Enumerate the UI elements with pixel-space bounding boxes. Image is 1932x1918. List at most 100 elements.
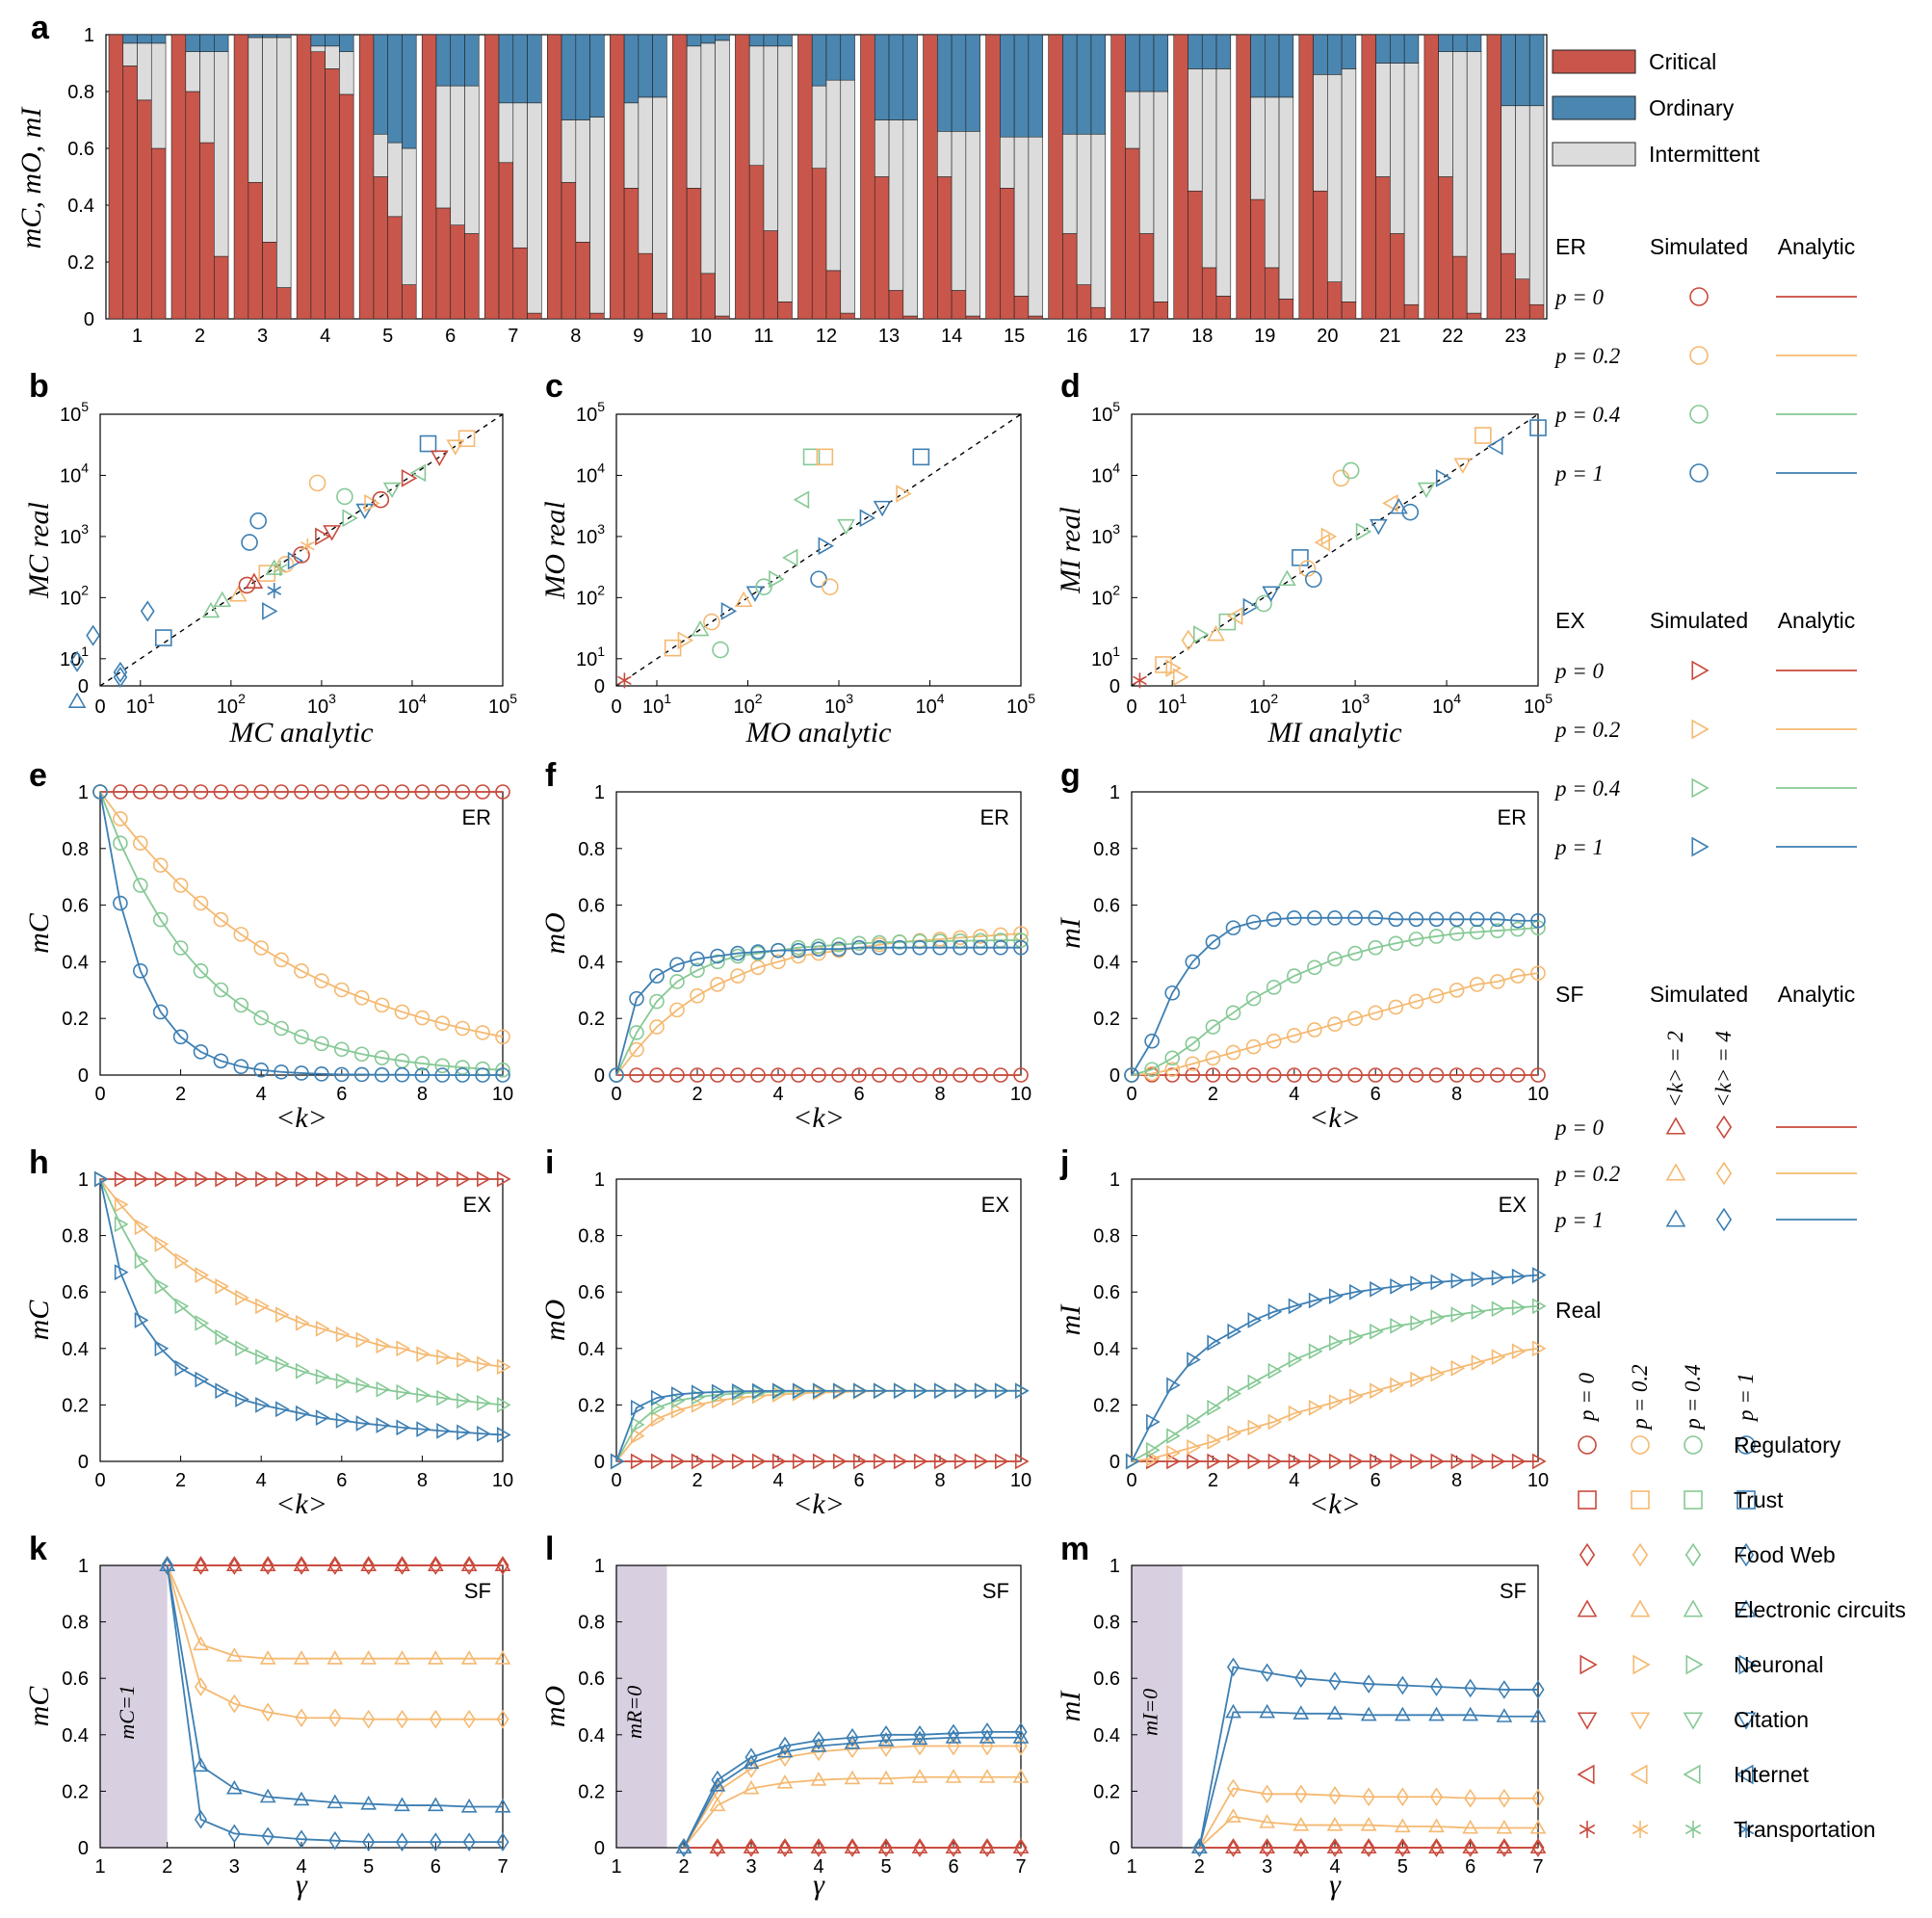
- right-triangle-marker: [255, 1298, 270, 1315]
- circle-marker: [314, 1036, 329, 1052]
- square-marker: [155, 629, 172, 646]
- bar-intermittent: [310, 45, 326, 52]
- bar-ordinary: [902, 34, 918, 120]
- bar-critical: [1110, 34, 1126, 320]
- bar-critical: [1515, 278, 1530, 320]
- right-triangle-marker: [416, 1421, 431, 1437]
- right-triangle-marker: [255, 1170, 270, 1188]
- circle-marker: [1327, 951, 1343, 967]
- circle-marker: [649, 993, 665, 1010]
- exponent: 2: [81, 582, 89, 597]
- left-triangle-marker: [1577, 1764, 1595, 1785]
- x-tick-label: 0: [611, 1084, 621, 1105]
- circle-marker: [669, 974, 685, 989]
- series-line: [166, 1564, 503, 1660]
- panel-tag: ER: [1497, 805, 1527, 829]
- x-tick-label: 102: [1249, 691, 1278, 718]
- right-triangle-marker: [235, 1170, 249, 1188]
- circle-marker: [609, 1067, 624, 1083]
- diamond-marker: [812, 1742, 825, 1762]
- right-triangle-marker: [396, 1383, 411, 1401]
- down-triangle-marker: [1417, 482, 1436, 499]
- triangle-marker: [460, 1798, 478, 1813]
- left-triangle-marker: [1736, 1764, 1754, 1785]
- triangle-marker: [1012, 1729, 1030, 1744]
- x-tick-label: 4: [772, 1084, 783, 1105]
- series-line: [683, 1775, 1021, 1849]
- circle-marker: [1327, 1016, 1343, 1032]
- y-tick-label: 0.8: [62, 1226, 89, 1248]
- down-triangle-marker: [382, 482, 402, 499]
- diamond-marker: [113, 661, 128, 683]
- bar-critical: [748, 165, 765, 320]
- bar-intermittent: [137, 42, 152, 101]
- circle-marker: [233, 997, 249, 1013]
- x-tick-label: 101: [642, 691, 671, 718]
- right-triangle-marker: [114, 1170, 129, 1188]
- circle-marker: [353, 1046, 370, 1063]
- bar-intermittent: [763, 45, 779, 231]
- circle-marker: [710, 948, 725, 964]
- diamond-marker: [496, 1556, 509, 1575]
- x-tick-label: 8: [1451, 1470, 1462, 1491]
- x-axis-label: <k>: [793, 1488, 845, 1520]
- diamond-marker: [1715, 1207, 1733, 1232]
- bar-intermittent: [464, 85, 480, 234]
- bar-ordinary: [1201, 34, 1217, 69]
- bar-ordinary: [185, 34, 200, 53]
- y-tick-label: 0: [1110, 676, 1120, 697]
- x-axis-label: MI analytic: [1266, 717, 1401, 749]
- y-tick-label: 104: [1091, 460, 1120, 486]
- circle-marker: [690, 951, 705, 967]
- exponent: 4: [1112, 460, 1120, 475]
- bar-critical: [763, 230, 779, 320]
- bar-critical: [1028, 315, 1043, 320]
- series-line: [1131, 916, 1538, 1076]
- right-triangle-marker: [1308, 1292, 1323, 1309]
- y-tick-label: 0.8: [1093, 839, 1120, 860]
- right-triangle-marker: [1410, 1275, 1425, 1292]
- y-tick-label: 0.6: [62, 1282, 89, 1303]
- circle-marker: [831, 936, 847, 953]
- panel-tag: SF: [464, 1579, 491, 1603]
- panel-letter-e: e: [29, 757, 47, 794]
- triangle-marker: [1665, 1163, 1686, 1181]
- right-triangle-marker: [1146, 1441, 1161, 1458]
- circle-marker: [750, 944, 766, 959]
- bar-critical: [185, 91, 200, 320]
- star-marker: [273, 561, 288, 577]
- right-triangle-marker: [913, 1382, 928, 1400]
- star-stroke: [300, 541, 315, 551]
- right-triangle-marker: [650, 1399, 666, 1416]
- circle-marker: [1287, 1067, 1302, 1083]
- right-triangle-marker: [1267, 1453, 1283, 1470]
- diamond-marker: [1294, 1784, 1308, 1804]
- bar-critical: [589, 312, 605, 320]
- diamond-marker: [1181, 629, 1196, 651]
- triangle-marker: [810, 1737, 827, 1752]
- triangle-marker: [1326, 1705, 1344, 1720]
- bar-critical: [840, 312, 855, 320]
- y-tick-label: 0: [1110, 1452, 1120, 1473]
- star-stroke: [1632, 1824, 1649, 1835]
- triangle-marker: [1736, 1599, 1757, 1617]
- x-tick-label: 2: [692, 1084, 702, 1105]
- circle-marker: [333, 784, 350, 800]
- bar-intermittent: [387, 142, 403, 218]
- right-triangle-marker: [1146, 1450, 1161, 1467]
- left-triangle-marker: [409, 463, 427, 483]
- circle-marker: [193, 895, 209, 911]
- bar-intermittent: [1390, 63, 1405, 234]
- triangle-marker: [979, 1769, 996, 1783]
- x-tick-label: 105: [488, 691, 517, 718]
- diamond-marker: [711, 1770, 724, 1790]
- bar-ordinary: [575, 34, 590, 120]
- x-tick-label: 7: [508, 326, 518, 347]
- right-triangle-marker: [457, 1392, 471, 1409]
- diamond-marker: [227, 1694, 241, 1714]
- diamond-marker: [778, 1838, 792, 1857]
- triangle-marker: [979, 1729, 996, 1744]
- circle-marker: [912, 939, 927, 956]
- x-tick-label: 15: [1004, 326, 1025, 347]
